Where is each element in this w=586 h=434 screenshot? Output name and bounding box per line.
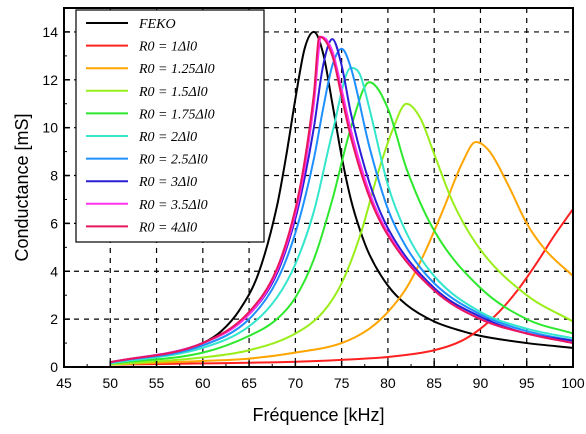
y-tick-label: 10	[42, 120, 58, 136]
legend-label: FEKO	[138, 17, 176, 32]
legend-label: R0 = 1Δl0	[138, 40, 197, 55]
y-tick-label: 0	[50, 359, 58, 375]
x-tick-label: 50	[102, 375, 118, 391]
legend-label: R0 = 2Δl0	[138, 130, 197, 145]
x-tick-label: 85	[426, 375, 442, 391]
series-line-5	[110, 66, 574, 365]
y-tick-label: 14	[42, 24, 58, 40]
legend-label: R0 = 1.25Δl0	[138, 62, 215, 77]
x-tick-label: 65	[241, 375, 257, 391]
x-tick-label: 70	[288, 375, 304, 391]
x-axis-title: Fréquence [kHz]	[252, 405, 384, 425]
series-line-6	[110, 47, 574, 364]
legend-label: R0 = 1.5Δl0	[138, 85, 208, 100]
y-tick-label: 2	[50, 311, 58, 327]
x-tick-label: 45	[56, 375, 72, 391]
series-line-1	[110, 208, 574, 366]
y-tick-label: 4	[50, 263, 58, 279]
legend: FEKO R0 = 1Δl0 R0 = 1.25Δl0 R0 = 1.5Δl0 R0 =…	[75, 9, 265, 243]
series-line-3	[110, 102, 574, 366]
legend-label: R0 = 1.75Δl0	[138, 107, 215, 122]
legend-label: R0 = 3.5Δl0	[138, 198, 208, 213]
series-line-9	[110, 35, 574, 364]
x-tick-label: 95	[519, 375, 535, 391]
x-tick-label: 60	[195, 375, 211, 391]
legend-label: R0 = 2.5Δl0	[138, 153, 208, 168]
x-tick-label: 100	[561, 375, 585, 391]
legend-label: R0 = 4Δl0	[138, 220, 197, 235]
y-tick-label: 8	[50, 168, 58, 184]
x-tick-label: 80	[380, 375, 396, 391]
series-line-0	[110, 30, 574, 364]
y-tick-label: 12	[42, 72, 58, 88]
series-layer	[110, 30, 574, 366]
x-tick-label: 90	[473, 375, 489, 391]
y-axis-title: Conductance [mS]	[12, 113, 32, 261]
y-tick-label: 6	[50, 215, 58, 231]
tick-layer: 45 50 55 60 65 70 75 80 85 90 95 100 0 2 4 6 8 10 12 14	[42, 24, 584, 391]
x-tick-label: 75	[334, 375, 350, 391]
series-line-2	[110, 141, 574, 366]
x-tick-label: 55	[149, 375, 165, 391]
legend-label: R0 = 3Δl0	[138, 175, 197, 190]
